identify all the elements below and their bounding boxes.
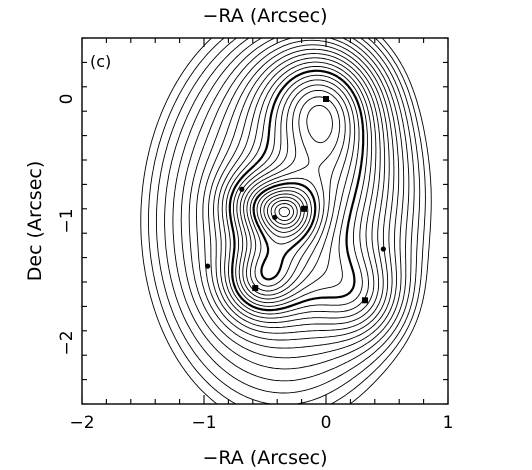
contour-line [249,104,333,287]
contour-line [236,79,356,304]
contour-line [278,206,291,218]
contour-line [239,84,351,300]
y-axis-label: Dec (Arcsec) [24,161,46,282]
x-tick-label: 1 [443,413,454,433]
contour-line [148,38,426,404]
critical-point [239,186,245,192]
panel-label: (c) [90,52,111,71]
contour-line [225,65,368,315]
contour-line [217,57,377,324]
contour-line [263,193,305,233]
top-axis-label: −RA (Arcsec) [202,5,327,27]
contour-line [208,48,386,334]
contour-line [213,53,381,329]
contour-line [221,61,373,319]
y-tick-label: −2 [57,330,77,355]
image-marker [252,285,259,292]
contour-line [172,38,410,382]
image-markers [205,96,386,304]
critical-point [380,246,386,252]
contour-line [164,38,415,394]
x-tick-label: 0 [321,413,332,433]
plot-frame [81,37,449,405]
contour-line [260,190,309,238]
contour-line [140,38,432,404]
contour-line [196,39,395,349]
contour-line [266,196,302,229]
axis-ticks [81,37,449,405]
contour-line [246,96,341,292]
critical-point [272,214,278,220]
contour-line [243,89,346,296]
contour-line [270,199,298,225]
contour-line [180,38,405,370]
contour-lines [140,38,432,404]
y-tick-label: −1 [57,208,77,233]
image-marker [323,96,329,102]
contour-line [155,38,421,404]
y-tick-label: 0 [57,94,77,105]
x-axis-label: −RA (Arcsec) [202,447,327,469]
contour-line [232,74,360,307]
critical-point [205,263,211,269]
contour-line [228,69,365,312]
x-tick-label: −2 [69,413,94,433]
contour-line [202,44,390,341]
contour-line [252,182,317,281]
contour-line [274,203,295,222]
image-marker [362,297,369,304]
contour-line [256,186,312,245]
x-tick-label: −1 [191,413,216,433]
contour-line [188,38,400,359]
image-marker [301,205,308,212]
